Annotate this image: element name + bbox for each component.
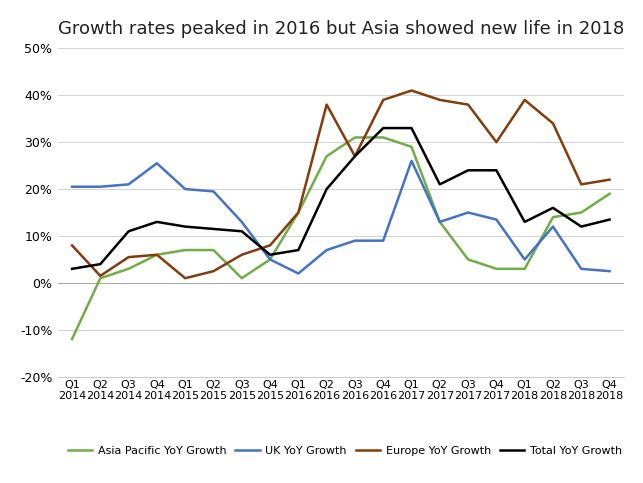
UK YoY Growth	[323, 247, 331, 253]
Asia Pacific YoY Growth	[210, 247, 217, 253]
Asia Pacific YoY Growth	[493, 266, 500, 272]
Europe YoY Growth	[266, 242, 274, 248]
Line: UK YoY Growth: UK YoY Growth	[72, 161, 610, 273]
Europe YoY Growth	[606, 177, 613, 183]
UK YoY Growth	[351, 238, 359, 243]
Asia Pacific YoY Growth	[549, 214, 557, 220]
Total YoY Growth	[125, 228, 132, 234]
Total YoY Growth	[379, 125, 387, 131]
Europe YoY Growth	[436, 97, 444, 103]
Europe YoY Growth	[96, 273, 104, 279]
Asia Pacific YoY Growth	[153, 252, 161, 257]
UK YoY Growth	[408, 158, 415, 164]
Europe YoY Growth	[577, 182, 585, 187]
Asia Pacific YoY Growth	[238, 275, 246, 281]
Europe YoY Growth	[464, 102, 472, 108]
UK YoY Growth	[549, 224, 557, 229]
Asia Pacific YoY Growth	[323, 153, 331, 159]
Asia Pacific YoY Growth	[464, 256, 472, 262]
Total YoY Growth	[68, 266, 76, 272]
Total YoY Growth	[521, 219, 529, 225]
Title: Growth rates peaked in 2016 but Asia showed new life in 2018: Growth rates peaked in 2016 but Asia sho…	[58, 20, 624, 39]
Europe YoY Growth	[125, 254, 132, 260]
Line: Europe YoY Growth: Europe YoY Growth	[72, 90, 610, 278]
UK YoY Growth	[521, 256, 529, 262]
Total YoY Growth	[436, 182, 444, 187]
UK YoY Growth	[68, 184, 76, 190]
Asia Pacific YoY Growth	[351, 135, 359, 141]
Europe YoY Growth	[323, 102, 331, 108]
Asia Pacific YoY Growth	[125, 266, 132, 272]
UK YoY Growth	[210, 188, 217, 194]
Europe YoY Growth	[379, 97, 387, 103]
Total YoY Growth	[238, 228, 246, 234]
UK YoY Growth	[577, 266, 585, 272]
Total YoY Growth	[323, 186, 331, 192]
Total YoY Growth	[210, 226, 217, 232]
Europe YoY Growth	[153, 252, 161, 257]
Total YoY Growth	[549, 205, 557, 211]
Asia Pacific YoY Growth	[294, 210, 302, 215]
Total YoY Growth	[181, 224, 189, 229]
UK YoY Growth	[436, 219, 444, 225]
Asia Pacific YoY Growth	[181, 247, 189, 253]
UK YoY Growth	[96, 184, 104, 190]
Line: Asia Pacific YoY Growth: Asia Pacific YoY Growth	[72, 138, 610, 339]
UK YoY Growth	[294, 270, 302, 276]
Total YoY Growth	[294, 247, 302, 253]
Asia Pacific YoY Growth	[266, 256, 274, 262]
Total YoY Growth	[464, 168, 472, 173]
Asia Pacific YoY Growth	[521, 266, 529, 272]
Asia Pacific YoY Growth	[379, 135, 387, 141]
Legend: Asia Pacific YoY Growth, UK YoY Growth, Europe YoY Growth, Total YoY Growth: Asia Pacific YoY Growth, UK YoY Growth, …	[64, 441, 626, 460]
Europe YoY Growth	[493, 139, 500, 145]
Total YoY Growth	[493, 168, 500, 173]
UK YoY Growth	[238, 219, 246, 225]
Asia Pacific YoY Growth	[577, 210, 585, 215]
Total YoY Growth	[606, 217, 613, 223]
Europe YoY Growth	[351, 153, 359, 159]
Total YoY Growth	[153, 219, 161, 225]
UK YoY Growth	[464, 210, 472, 215]
Asia Pacific YoY Growth	[606, 191, 613, 197]
UK YoY Growth	[379, 238, 387, 243]
Europe YoY Growth	[408, 87, 415, 93]
UK YoY Growth	[181, 186, 189, 192]
UK YoY Growth	[606, 268, 613, 274]
Total YoY Growth	[408, 125, 415, 131]
Asia Pacific YoY Growth	[68, 336, 76, 342]
Total YoY Growth	[351, 153, 359, 159]
UK YoY Growth	[266, 256, 274, 262]
Total YoY Growth	[96, 261, 104, 267]
Asia Pacific YoY Growth	[96, 275, 104, 281]
Europe YoY Growth	[210, 268, 217, 274]
UK YoY Growth	[493, 217, 500, 223]
Total YoY Growth	[266, 252, 274, 257]
UK YoY Growth	[125, 182, 132, 187]
Europe YoY Growth	[294, 210, 302, 215]
Europe YoY Growth	[68, 242, 76, 248]
Europe YoY Growth	[521, 97, 529, 103]
Line: Total YoY Growth: Total YoY Growth	[72, 128, 610, 269]
Europe YoY Growth	[549, 120, 557, 126]
UK YoY Growth	[153, 160, 161, 166]
Asia Pacific YoY Growth	[408, 144, 415, 150]
Europe YoY Growth	[238, 252, 246, 257]
Asia Pacific YoY Growth	[436, 219, 444, 225]
Europe YoY Growth	[181, 275, 189, 281]
Total YoY Growth	[577, 224, 585, 229]
